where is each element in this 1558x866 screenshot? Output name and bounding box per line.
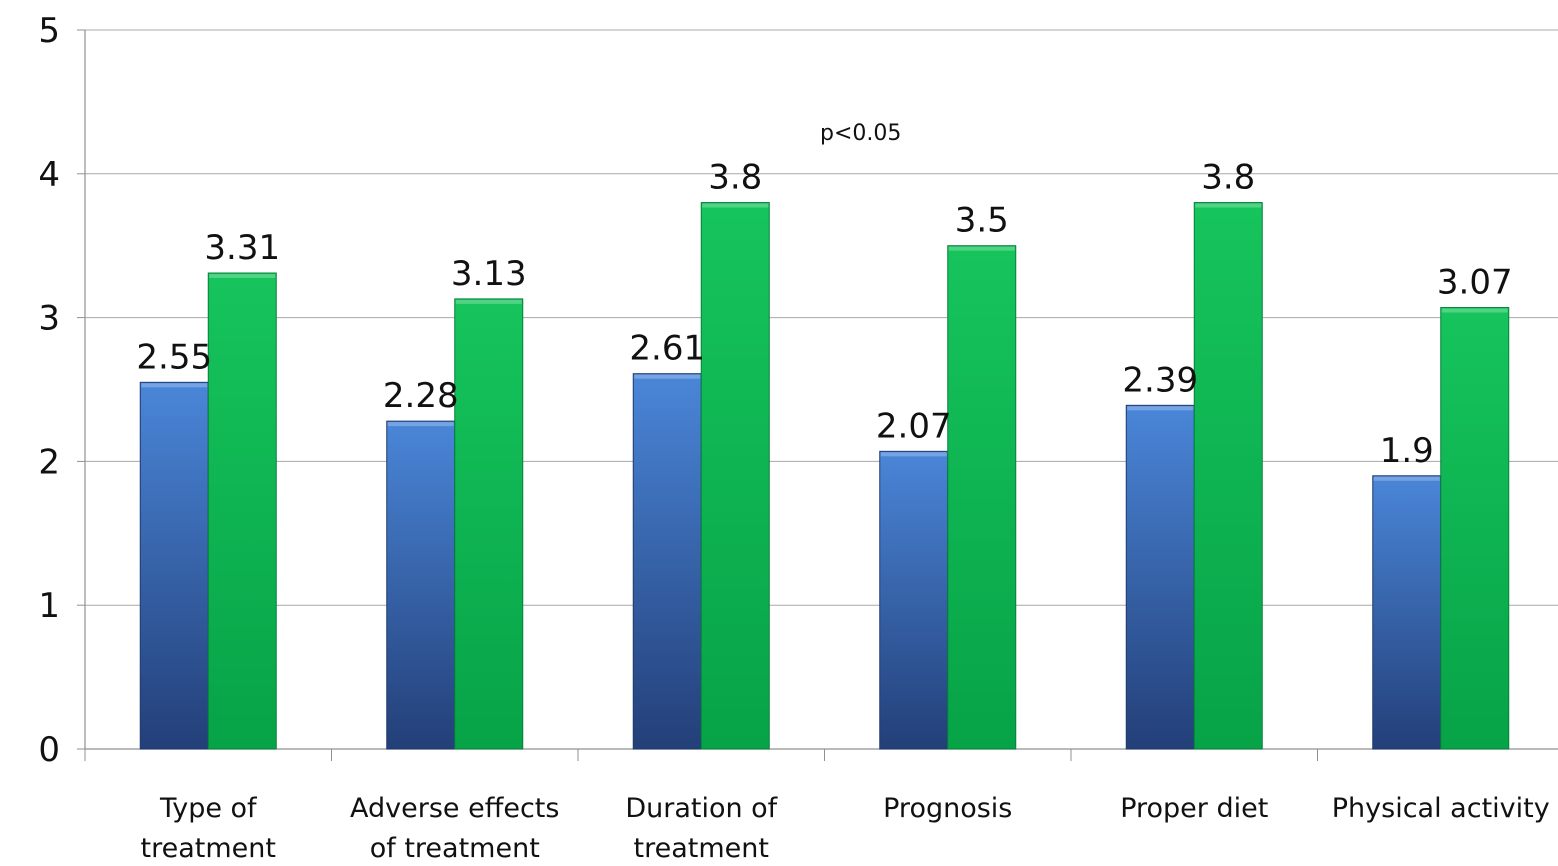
data-label: 3.5 bbox=[955, 201, 1009, 241]
y-tick-label: 5 bbox=[38, 11, 60, 51]
x-category-label: Prognosis bbox=[883, 793, 1012, 824]
x-category-label: treatment bbox=[634, 833, 769, 864]
bar-series-2-4 bbox=[1193, 202, 1263, 750]
bar-highlight bbox=[141, 383, 208, 388]
bar-series-1-4 bbox=[1125, 404, 1195, 750]
bar-series-1-0 bbox=[139, 381, 209, 750]
data-label: 3.31 bbox=[204, 228, 280, 268]
x-category-label: treatment bbox=[141, 833, 276, 864]
data-label: 1.9 bbox=[1380, 431, 1434, 471]
bar-series-1-5 bbox=[1372, 475, 1442, 750]
bar-highlight bbox=[702, 203, 769, 208]
data-label: 2.55 bbox=[136, 337, 212, 377]
bar-series-2-2 bbox=[700, 202, 770, 750]
data-label: 3.13 bbox=[451, 254, 527, 294]
significance-annotation: p<0.05 bbox=[820, 121, 901, 146]
bar-series-1-3 bbox=[879, 450, 949, 750]
bar-series-2-5 bbox=[1440, 307, 1510, 750]
bar-highlight bbox=[1373, 476, 1440, 481]
data-label: 3.8 bbox=[708, 158, 762, 198]
bar-highlight bbox=[209, 274, 276, 279]
x-category-label: of treatment bbox=[370, 833, 540, 864]
x-category-label: Adverse effects bbox=[350, 793, 559, 824]
bar-highlight bbox=[634, 374, 701, 379]
bars bbox=[139, 202, 1510, 750]
data-labels: 2.55 3.31 2.28 3.13 2.61 3.8 2.07 3.5 2.39 3.8 1.9… bbox=[136, 158, 1512, 471]
data-label: 2.07 bbox=[876, 406, 952, 446]
data-label: 2.61 bbox=[629, 329, 705, 369]
y-tick-label: 2 bbox=[38, 442, 60, 482]
gridlines bbox=[85, 29, 1558, 606]
data-label: 3.07 bbox=[1437, 263, 1513, 303]
bar-series-2-3 bbox=[947, 245, 1017, 750]
bar-series-1-2 bbox=[632, 373, 702, 750]
bar-highlight bbox=[1127, 406, 1194, 411]
bar-highlight bbox=[1195, 203, 1262, 208]
x-category-label: Physical activity bbox=[1332, 793, 1550, 824]
data-label: 2.28 bbox=[383, 376, 459, 416]
bar-highlight bbox=[880, 452, 947, 457]
bar-series-2-1 bbox=[454, 298, 524, 750]
x-category-label: Type of bbox=[159, 793, 258, 824]
bar-series-1-1 bbox=[386, 420, 456, 750]
axes: 0 1 2 3 4 5 Type of treatment Adverse effects of … bbox=[38, 11, 1558, 864]
y-tick-label: 3 bbox=[38, 299, 60, 339]
y-tick-label: 0 bbox=[38, 730, 60, 770]
data-label: 2.39 bbox=[1122, 360, 1198, 400]
bar-series-2-0 bbox=[207, 272, 277, 750]
y-tick-label: 1 bbox=[38, 586, 60, 626]
bar-highlight bbox=[948, 246, 1015, 251]
bar-highlight bbox=[455, 299, 522, 304]
x-category-label: Duration of bbox=[625, 793, 778, 824]
bar-highlight bbox=[387, 422, 454, 427]
y-tick-label: 4 bbox=[38, 155, 60, 195]
bar-highlight bbox=[1441, 308, 1508, 313]
x-category-label: Proper diet bbox=[1120, 793, 1268, 824]
data-label: 3.8 bbox=[1201, 158, 1255, 198]
